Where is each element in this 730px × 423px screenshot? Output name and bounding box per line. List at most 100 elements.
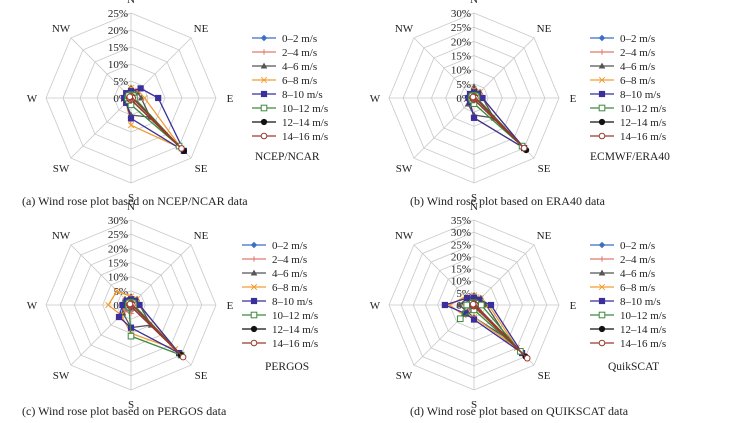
series-point [477, 301, 485, 309]
legend-marker [250, 297, 258, 305]
direction-label-w: W [27, 93, 38, 105]
legend-label: 8–10 m/s [620, 89, 661, 101]
direction-label-n: N [470, 201, 478, 213]
legend-marker [250, 311, 258, 319]
direction-label-nw: NW [395, 23, 414, 35]
legend-marker [260, 62, 268, 69]
panel-caption: (d) Wind rose plot based on QUIKSCAT dat… [410, 404, 629, 418]
legend-marker [598, 339, 606, 347]
legend-label: 6–8 m/s [282, 75, 317, 87]
legend-marker [261, 49, 267, 55]
legend: 0–2 m/s 2–4 m/s 4–6 m/s 6–8 m/s 8–10 m/s 10–1… [252, 33, 328, 143]
legend-label: 14–16 m/s [620, 131, 666, 143]
legend-label: 14–16 m/s [620, 338, 666, 350]
legend-label: 2–4 m/s [282, 47, 317, 59]
direction-label-e: E [570, 93, 577, 105]
series-point [520, 144, 528, 152]
legend-label: 2–4 m/s [272, 254, 307, 266]
legend-marker [598, 34, 606, 42]
radial-tick-label: 10% [451, 276, 471, 288]
legend-marker [598, 62, 606, 69]
legend: 0–2 m/s 2–4 m/s 4–6 m/s 6–8 m/s 8–10 m/s 10–1… [590, 240, 666, 350]
series-point [105, 301, 112, 309]
legend-marker [260, 118, 268, 126]
series-point [456, 301, 463, 308]
direction-label-w: W [27, 300, 38, 312]
legend-marker [598, 118, 606, 126]
series-point [523, 354, 531, 362]
direction-label-n: N [127, 201, 135, 213]
radial-tick-label: 10% [108, 59, 128, 71]
legend-marker [250, 241, 258, 249]
legend-marker [251, 256, 257, 262]
legend-label: 2–4 m/s [620, 47, 655, 59]
legend: 0–2 m/s 2–4 m/s 4–6 m/s 6–8 m/s 8–10 m/s 10–1… [242, 240, 318, 350]
legend-marker [598, 297, 606, 305]
series-point [470, 114, 478, 121]
direction-label-se: SE [538, 370, 551, 382]
legend-marker [598, 311, 606, 319]
legend-label: 12–14 m/s [272, 324, 318, 336]
legend-label: 10–12 m/s [620, 310, 666, 322]
series-point [469, 300, 477, 308]
series-point [178, 145, 185, 152]
legend-marker [598, 325, 606, 333]
panel-caption: (c) Wind rose plot based on PERGOS data [22, 404, 227, 418]
legend-label: 12–14 m/s [282, 117, 328, 129]
grid-spoke [70, 37, 132, 99]
legend-marker [598, 241, 606, 249]
legend-label: 4–6 m/s [272, 268, 307, 280]
legend-label: 8–10 m/s [620, 296, 661, 308]
direction-label-s: S [128, 192, 134, 204]
grid-spoke [413, 97, 475, 159]
legend-marker [260, 90, 268, 98]
radial-tick-label: 15% [451, 264, 471, 276]
series-point [456, 315, 464, 323]
direction-label-e: E [570, 300, 577, 312]
direction-label-n: N [470, 0, 478, 6]
series-point [155, 94, 162, 102]
legend-label: 2–4 m/s [620, 254, 655, 266]
series-point [137, 94, 145, 101]
legend-marker [598, 76, 606, 84]
radial-tick-label: 20% [451, 251, 471, 263]
legend-marker [598, 269, 606, 276]
legend-marker [598, 90, 606, 98]
legend-marker [250, 283, 258, 291]
legend-label: 0–2 m/s [620, 33, 655, 45]
direction-label-sw: SW [396, 370, 413, 382]
legend-label: 14–16 m/s [272, 338, 318, 350]
radial-tick-label: 25% [108, 229, 128, 241]
legend-label: 0–2 m/s [272, 240, 307, 252]
legend-label: 0–2 m/s [620, 240, 655, 252]
radial-tick-label: 35% [451, 215, 471, 227]
legend-label: 10–12 m/s [272, 310, 318, 322]
direction-label-e: E [227, 300, 234, 312]
legend-marker [598, 283, 606, 291]
legend-marker [599, 256, 605, 262]
legend-marker [599, 49, 605, 55]
legend-label: 10–12 m/s [620, 103, 666, 115]
series-point [127, 122, 135, 129]
panel-label: NCEP/NCAR [255, 151, 320, 163]
direction-label-s: S [471, 399, 477, 411]
legend-label: 6–8 m/s [272, 282, 307, 294]
series-point [179, 353, 187, 361]
legend-label: 6–8 m/s [620, 75, 655, 87]
legend-marker [598, 104, 606, 112]
legend-label: 4–6 m/s [620, 61, 655, 73]
direction-label-w: W [370, 93, 381, 105]
legend-label: 4–6 m/s [620, 268, 655, 280]
panel-caption: (a) Wind rose plot based on NCEP/NCAR da… [22, 194, 248, 208]
direction-label-se: SE [195, 163, 208, 175]
legend-label: 6–8 m/s [620, 282, 655, 294]
grid-spoke [130, 244, 192, 306]
series-point [127, 332, 135, 340]
series-point [113, 287, 121, 295]
direction-label-se: SE [195, 370, 208, 382]
legend-marker [260, 76, 268, 84]
direction-label-sw: SW [53, 163, 70, 175]
